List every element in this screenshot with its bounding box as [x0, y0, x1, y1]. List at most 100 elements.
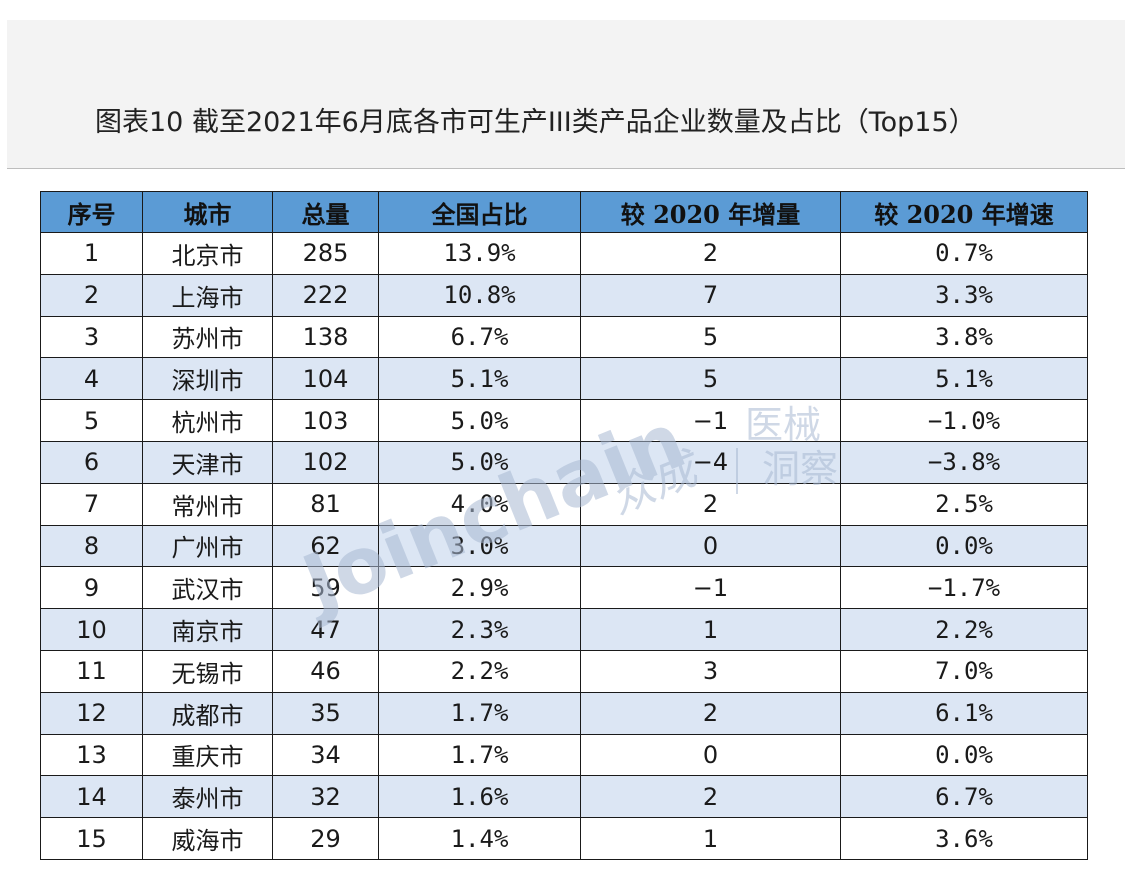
cell-growth: 3.6% — [840, 817, 1088, 860]
header-index: 序号 — [40, 191, 143, 233]
cell-national-share: 5.0% — [378, 440, 581, 484]
cell-total: 104 — [272, 357, 379, 401]
cell-total: 34 — [272, 733, 379, 777]
cell-index: 9 — [40, 566, 143, 610]
cell-growth: 7.0% — [840, 649, 1088, 693]
cell-city: 天津市 — [142, 440, 273, 484]
cell-index: 7 — [40, 482, 143, 526]
cell-growth: 0.0% — [840, 524, 1088, 568]
table-row: 10 南京市 47 2.3% 1 2.2% — [40, 608, 1088, 651]
table-row: 9 武汉市 59 2.9% −1 −1.7% — [40, 566, 1088, 610]
table-row: 3 苏州市 138 6.7% 5 3.8% — [40, 315, 1088, 359]
table-row: 13 重庆市 34 1.7% 0 0.0% — [40, 733, 1088, 777]
cell-index: 5 — [40, 399, 143, 442]
cell-national-share: 5.1% — [378, 357, 581, 401]
cell-index: 15 — [40, 817, 143, 860]
cell-growth: 2.2% — [840, 608, 1088, 651]
header-city: 城市 — [142, 191, 273, 233]
cell-city: 南京市 — [142, 608, 273, 651]
cell-national-share: 1.6% — [378, 775, 581, 819]
header-national-share: 全国占比 — [378, 191, 581, 233]
header-increase-vs-2020: 较 2020 年增量 — [580, 191, 841, 233]
table-header-row: 序号 城市 总量 全国占比 较 2020 年增量 较 2020 年增速 — [40, 191, 1088, 233]
cell-total: 35 — [272, 691, 379, 735]
cell-total: 59 — [272, 566, 379, 610]
cell-index: 14 — [40, 775, 143, 819]
cell-city: 威海市 — [142, 817, 273, 860]
cell-index: 3 — [40, 315, 143, 359]
cell-increase: 2 — [580, 482, 841, 526]
cell-city: 无锡市 — [142, 649, 273, 693]
cell-index: 4 — [40, 357, 143, 401]
cell-total: 103 — [272, 399, 379, 442]
table-row: 12 成都市 35 1.7% 2 6.1% — [40, 691, 1088, 735]
cell-total: 81 — [272, 482, 379, 526]
cell-growth: 6.7% — [840, 775, 1088, 819]
cell-growth: 0.7% — [840, 232, 1088, 275]
cell-index: 10 — [40, 608, 143, 651]
cell-index: 1 — [40, 232, 143, 275]
cell-index: 11 — [40, 649, 143, 693]
cell-city: 深圳市 — [142, 357, 273, 401]
data-table: 序号 城市 总量 全国占比 较 2020 年增量 较 2020 年增速 1 北京市… — [40, 191, 1088, 860]
cell-increase: −1 — [580, 566, 841, 610]
table-row: 15 威海市 29 1.4% 1 3.6% — [40, 817, 1088, 860]
table-body: 1 北京市 285 13.9% 2 0.7% 2 上海市 222 10.8% 7 3.3% 3 苏州市 13… — [40, 232, 1088, 860]
table-row: 6 天津市 102 5.0% −4 −3.8% — [40, 440, 1088, 484]
cell-national-share: 2.9% — [378, 566, 581, 610]
cell-increase: 3 — [580, 649, 841, 693]
cell-index: 6 — [40, 440, 143, 484]
cell-total: 47 — [272, 608, 379, 651]
cell-increase: 2 — [580, 232, 841, 275]
cell-increase: 5 — [580, 315, 841, 359]
cell-national-share: 1.7% — [378, 733, 581, 777]
table-row: 1 北京市 285 13.9% 2 0.7% — [40, 232, 1088, 275]
cell-city: 成都市 — [142, 691, 273, 735]
cell-city: 常州市 — [142, 482, 273, 526]
cell-increase: 5 — [580, 357, 841, 401]
cell-total: 32 — [272, 775, 379, 819]
header-total: 总量 — [272, 191, 379, 233]
cell-city: 广州市 — [142, 524, 273, 568]
cell-increase: 1 — [580, 608, 841, 651]
cell-increase: 2 — [580, 691, 841, 735]
table-row: 5 杭州市 103 5.0% −1 −1.0% — [40, 399, 1088, 442]
cell-growth: 5.1% — [840, 357, 1088, 401]
table-row: 11 无锡市 46 2.2% 3 7.0% — [40, 649, 1088, 693]
cell-national-share: 10.8% — [378, 273, 581, 317]
cell-city: 上海市 — [142, 273, 273, 317]
table-row: 8 广州市 62 3.0% 0 0.0% — [40, 524, 1088, 568]
cell-total: 46 — [272, 649, 379, 693]
title-band: 图表10 截至2021年6月底各市可生产III类产品企业数量及占比（Top15） — [7, 20, 1125, 169]
cell-index: 12 — [40, 691, 143, 735]
cell-growth: 2.5% — [840, 482, 1088, 526]
cell-index: 13 — [40, 733, 143, 777]
cell-increase: −4 — [580, 440, 841, 484]
cell-national-share: 1.4% — [378, 817, 581, 860]
cell-increase: 1 — [580, 817, 841, 860]
cell-national-share: 5.0% — [378, 399, 581, 442]
cell-total: 102 — [272, 440, 379, 484]
table-row: 14 泰州市 32 1.6% 2 6.7% — [40, 775, 1088, 819]
cell-city: 泰州市 — [142, 775, 273, 819]
cell-increase: 0 — [580, 733, 841, 777]
cell-growth: 6.1% — [840, 691, 1088, 735]
cell-total: 222 — [272, 273, 379, 317]
cell-growth: −1.0% — [840, 399, 1088, 442]
cell-total: 285 — [272, 232, 379, 275]
cell-growth: −3.8% — [840, 440, 1088, 484]
header-growth-vs-2020: 较 2020 年增速 — [840, 191, 1088, 233]
table-row: 4 深圳市 104 5.1% 5 5.1% — [40, 357, 1088, 401]
cell-city: 杭州市 — [142, 399, 273, 442]
cell-increase: 2 — [580, 775, 841, 819]
cell-total: 138 — [272, 315, 379, 359]
cell-national-share: 2.2% — [378, 649, 581, 693]
cell-national-share: 2.3% — [378, 608, 581, 651]
page-title: 图表10 截至2021年6月底各市可生产III类产品企业数量及占比（Top15） — [95, 107, 976, 138]
cell-city: 北京市 — [142, 232, 273, 275]
cell-national-share: 4.0% — [378, 482, 581, 526]
cell-growth: 3.3% — [840, 273, 1088, 317]
table-row: 2 上海市 222 10.8% 7 3.3% — [40, 273, 1088, 317]
cell-index: 2 — [40, 273, 143, 317]
cell-increase: 0 — [580, 524, 841, 568]
